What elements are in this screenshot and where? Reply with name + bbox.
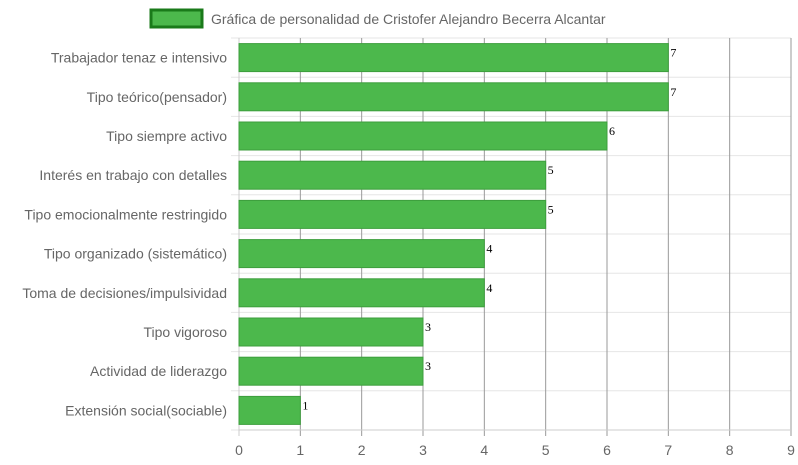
category-label: Tipo organizado (sistemático)	[44, 246, 227, 262]
category-label: Interés en trabajo con detalles	[39, 167, 227, 183]
category-label: Actividad de liderazgo	[90, 363, 227, 379]
category-label: Trabajador tenaz e intensivo	[51, 50, 227, 66]
data-label: 5	[548, 202, 554, 216]
data-label: 4	[486, 281, 492, 295]
x-tick-label: 2	[358, 442, 366, 458]
x-tick-label: 6	[603, 442, 611, 458]
bar[interactable]	[238, 199, 547, 229]
bar[interactable]	[238, 278, 485, 308]
chart-legend[interactable]: Gráfica de personalidad de Cristofer Ale…	[149, 8, 606, 29]
x-tick-label: 1	[296, 442, 304, 458]
data-label: 1	[302, 398, 308, 412]
bar[interactable]	[238, 317, 424, 347]
data-label: 3	[425, 359, 431, 373]
bar[interactable]	[238, 43, 669, 73]
x-tick-label: 3	[419, 442, 427, 458]
legend-label: Gráfica de personalidad de Cristofer Ale…	[211, 11, 606, 27]
category-label: Extensión social(sociable)	[65, 402, 227, 418]
data-labels: 7 7 6 5 5 4 4 3 3 1	[302, 46, 676, 413]
category-label: Tipo siempre activo	[106, 128, 227, 144]
category-labels: Trabajador tenaz e intensivo Tipo teórico…	[22, 50, 227, 419]
data-label: 4	[486, 242, 492, 256]
data-label: 7	[670, 46, 676, 60]
category-label: Tipo teórico(pensador)	[87, 89, 227, 105]
bar[interactable]	[238, 82, 669, 112]
x-tick-label: 8	[726, 442, 734, 458]
data-label: 5	[548, 163, 554, 177]
bar[interactable]	[238, 356, 424, 386]
x-tick-label: 5	[542, 442, 550, 458]
data-label: 6	[609, 124, 615, 138]
category-label: Tipo emocionalmente restringido	[24, 206, 227, 222]
category-label: Tipo vigoroso	[143, 324, 227, 340]
bars	[238, 43, 669, 425]
data-label: 7	[670, 85, 676, 99]
x-axis-tick-labels: 0 1 2 3 4 5 6 7 8 9	[235, 442, 795, 458]
bar[interactable]	[238, 239, 485, 269]
bar[interactable]	[238, 121, 608, 151]
bar[interactable]	[238, 395, 301, 425]
legend-swatch	[149, 8, 204, 29]
x-tick-label: 9	[787, 442, 795, 458]
x-tick-label: 7	[664, 442, 672, 458]
x-tick-label: 4	[480, 442, 488, 458]
bar[interactable]	[238, 160, 547, 190]
category-label: Toma de decisiones/impulsividad	[22, 285, 227, 301]
x-tick-label: 0	[235, 442, 243, 458]
data-label: 3	[425, 320, 431, 334]
